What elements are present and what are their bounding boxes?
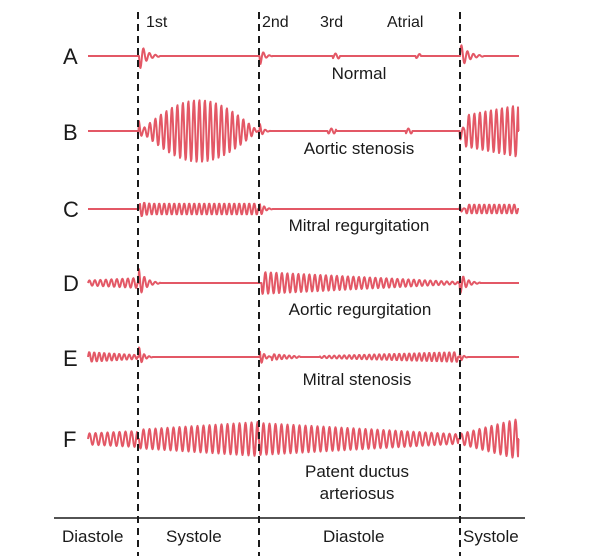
caption-patent-ductus-line2: arteriosus (319, 484, 395, 503)
third-heart-sound-label: 3rd (320, 14, 344, 31)
caption-aortic-regurgitation: Aortic regurgitation (288, 300, 432, 319)
phase-label-systole-1: Systole (166, 527, 222, 546)
row-label-c: C (63, 197, 79, 222)
row-label-a: A (63, 44, 78, 69)
phase-label-diastole-2: Diastole (323, 527, 385, 546)
caption-patent-ductus-line1: Patent ductus (305, 462, 409, 481)
atrial-sound-label: Atrial (387, 14, 424, 31)
first-heart-sound-label: 1st (146, 14, 168, 31)
row-label-d: D (63, 271, 79, 296)
waveform-normal (87, 44, 520, 69)
phase-label-systole-2: Systole (463, 527, 519, 546)
caption-mitral-regurgitation: Mitral regurgitation (288, 216, 430, 235)
phase-label-diastole-1: Diastole (62, 527, 124, 546)
caption-aortic-stenosis: Aortic stenosis (303, 139, 415, 158)
row-label-b: B (63, 120, 78, 145)
waveform-aortic-regurgitation (87, 268, 520, 295)
second-heart-sound-label: 2nd (262, 14, 289, 31)
caption-normal: Normal (331, 64, 387, 83)
waveform-aortic-stenosis (87, 99, 520, 163)
row-label-e: E (63, 346, 78, 371)
waveform-mitral-stenosis (87, 346, 520, 364)
waveform-patent-ductus-arteriosus (87, 418, 520, 459)
waveform-mitral-regurgitation (87, 201, 520, 218)
phase-dividers (54, 12, 525, 556)
waveform-traces (87, 44, 520, 459)
row-label-f: F (63, 427, 77, 452)
caption-mitral-stenosis: Mitral stenosis (302, 370, 412, 389)
